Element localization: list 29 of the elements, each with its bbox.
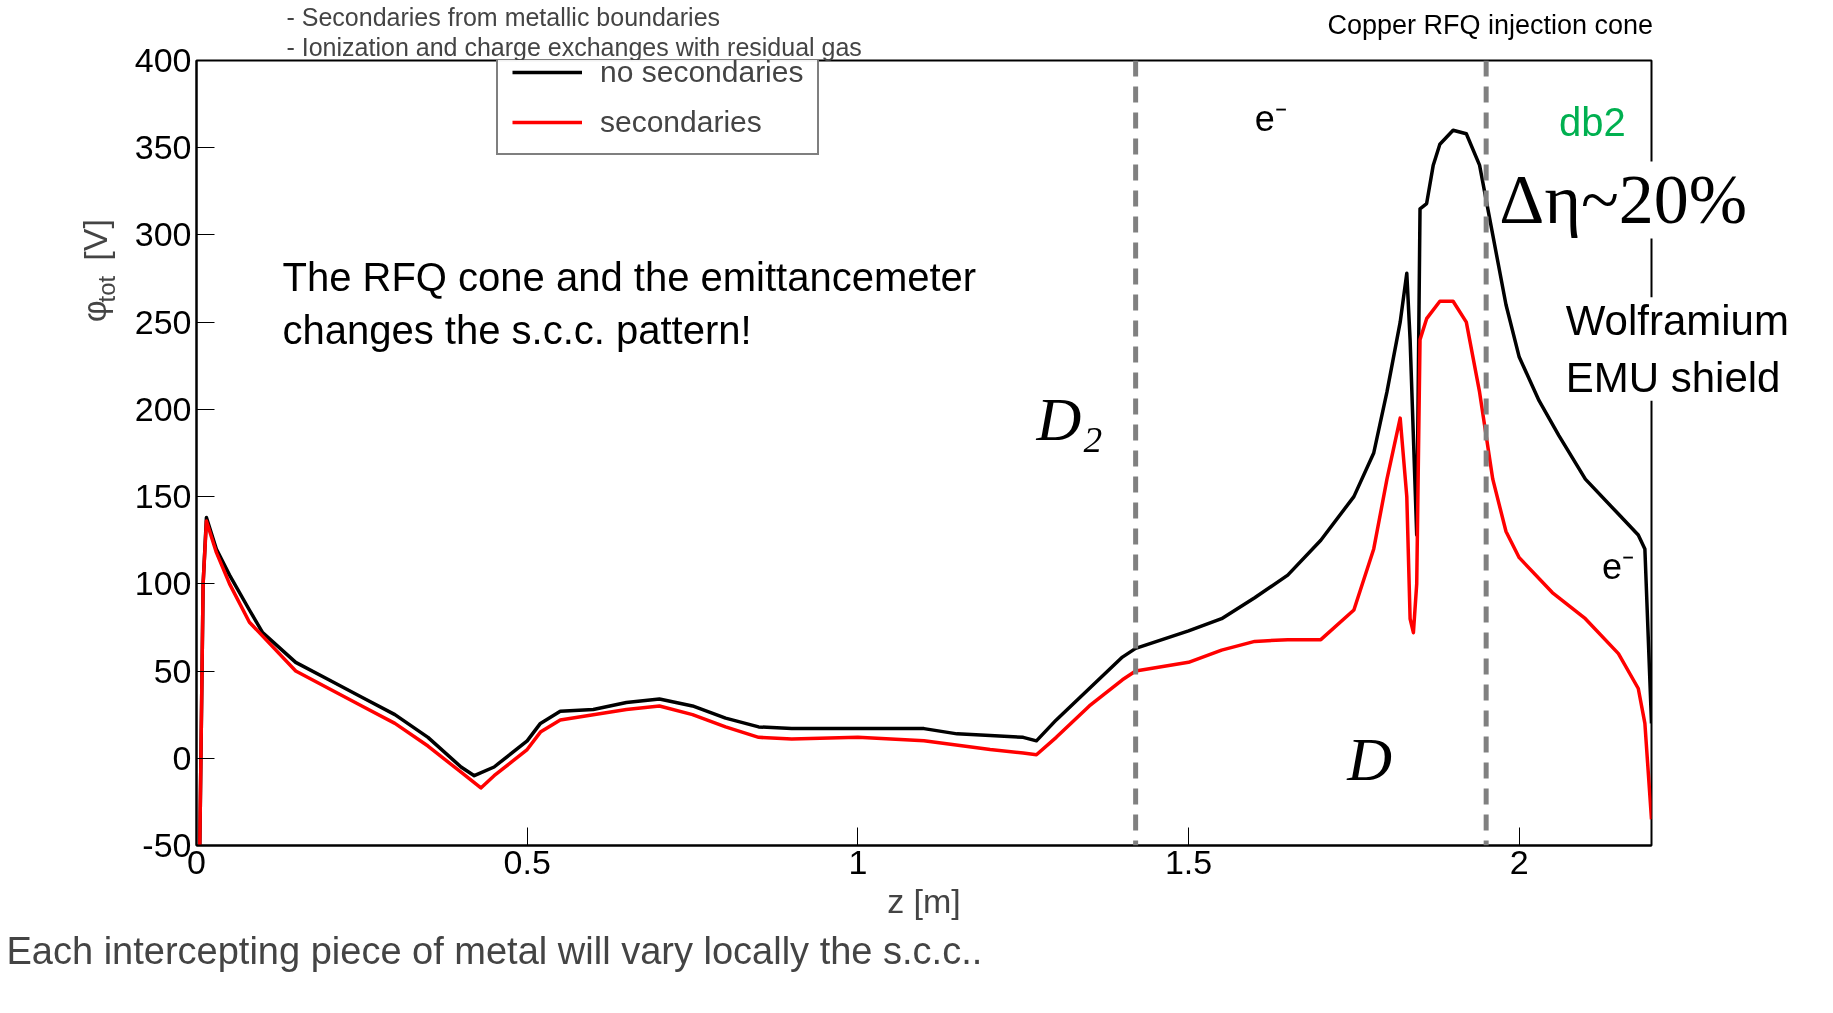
y-axis-title: φtot [V] (74, 219, 120, 323)
x-tick-label: 1.5 (1164, 842, 1213, 881)
text: Copper RFQ injection cone (1327, 9, 1654, 40)
annotation: db2 (1558, 100, 1626, 145)
annotation: D₂ (1035, 385, 1103, 453)
y-tick-label: 400 (134, 41, 192, 79)
text: Each intercepting piece of metal will vary locally the s.c.c.. (6, 929, 983, 972)
annotation: e⁻ (1601, 546, 1634, 588)
annotation: D (1346, 725, 1393, 794)
y-tick-label: 0 (172, 738, 192, 777)
legend-label: secondaries (600, 105, 762, 139)
y-tick-label: 250 (134, 302, 192, 341)
y-tick-label: 150 (134, 477, 192, 516)
x-tick-label: 0.5 (503, 842, 551, 881)
x-tick-label: 2 (1509, 842, 1529, 881)
annotation: The RFQ cone and the emittancemeter changes the s.c.c. pattern! (282, 255, 977, 352)
annotation: Δη~20% (1499, 161, 1748, 239)
y-tick-label: 200 (134, 389, 192, 428)
legend-label: no secondaries (600, 60, 804, 89)
annotation: - Ionization and charge exchanges with residual gas (286, 32, 862, 61)
annotation: Wolframium EMU shield (1565, 297, 1789, 401)
y-tick-label: 350 (134, 128, 192, 167)
x-axis-title: z [m] (887, 881, 961, 920)
y-tick-label: 300 (134, 215, 192, 254)
y-tick-label: 50 (153, 651, 192, 690)
text: - Secondaries from metallic boundaries (286, 2, 721, 31)
x-tick-label: 1 (848, 842, 868, 881)
annotation: e⁻ (1254, 98, 1287, 139)
y-tick-label: 100 (134, 564, 192, 603)
